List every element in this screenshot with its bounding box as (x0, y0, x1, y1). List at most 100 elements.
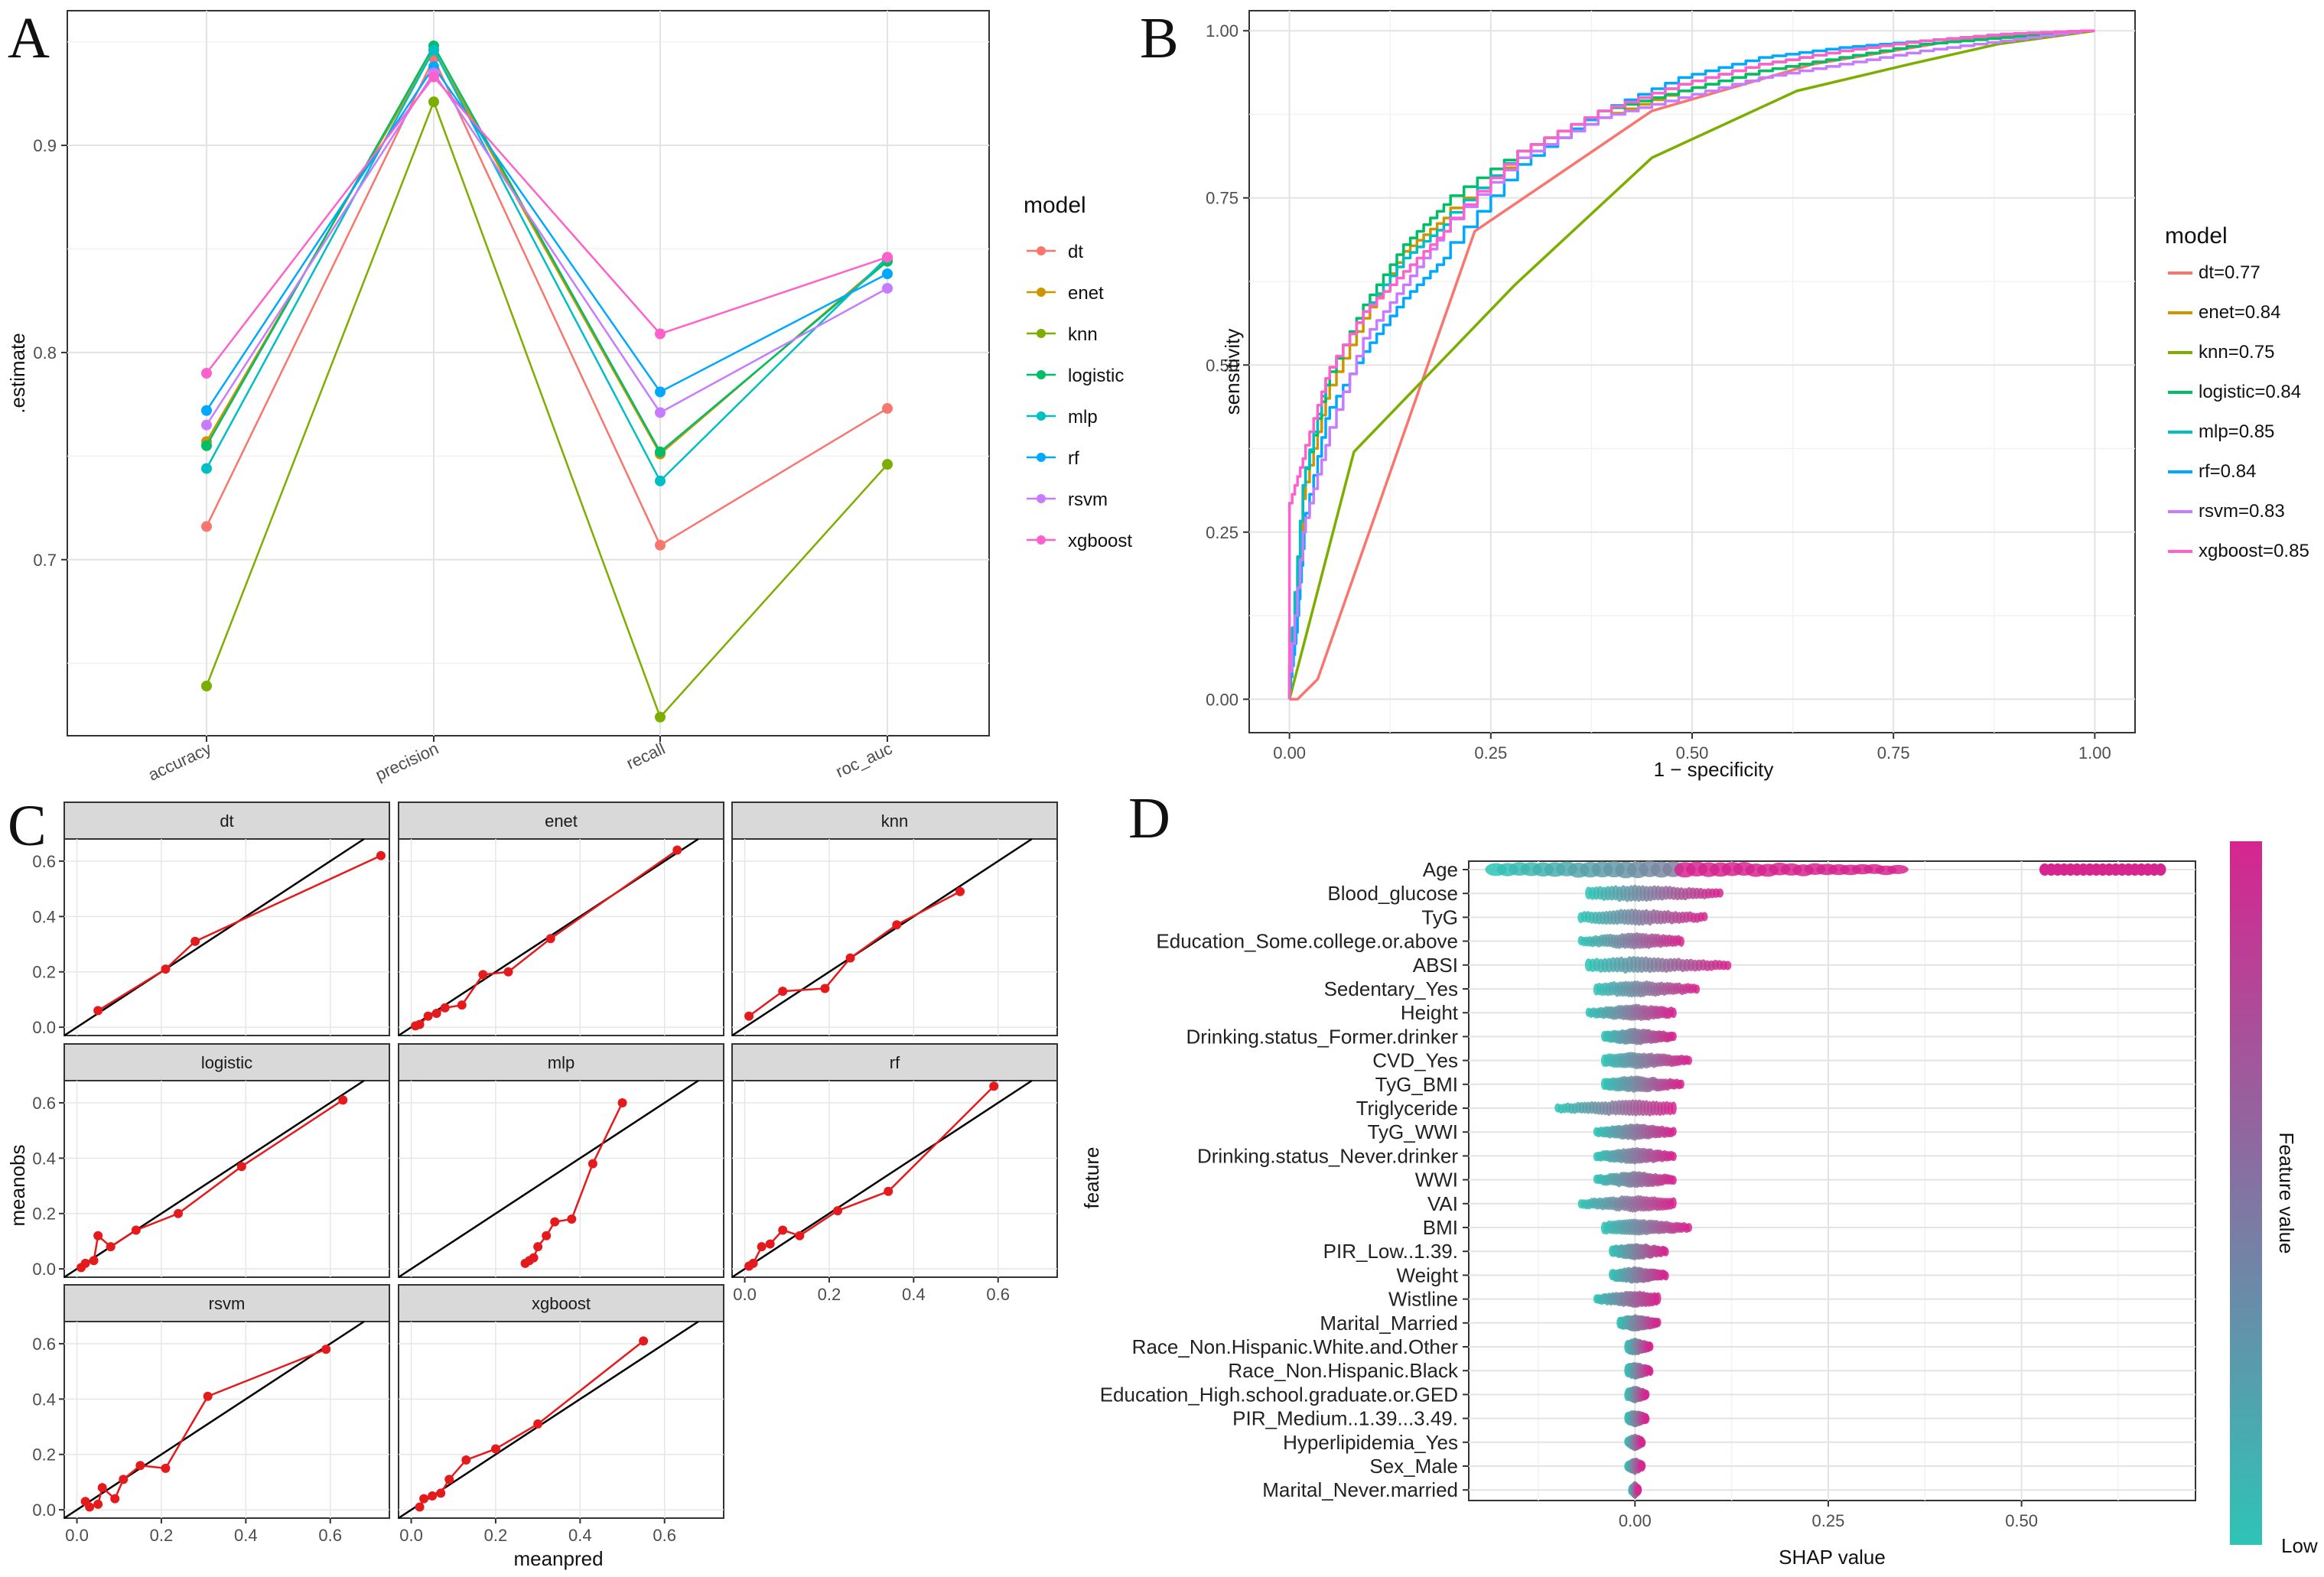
facet-strip-rsvm (63, 1284, 390, 1322)
facet-frame-enet (398, 838, 724, 1036)
calibration-point-rf (748, 1258, 758, 1268)
calibration-point-enet (672, 845, 682, 855)
shap-point (1639, 1461, 1646, 1471)
legend-label-logistic=0.84: logistic=0.84 (2199, 382, 2301, 402)
beeswarm-Education_High.school.graduate.or.GED (1624, 1385, 1650, 1403)
calibration-point-knn (955, 886, 965, 896)
facet-strip-logistic (63, 1043, 390, 1081)
feature-label-TyG_BMI: TyG_BMI (1375, 1073, 1458, 1096)
legend-label-enet=0.84: enet=0.84 (2199, 302, 2280, 323)
beeswarm-TyG_BMI (1600, 1075, 1684, 1093)
panel-c-xlabel: meanpred (513, 1547, 603, 1570)
panel-a-ylabel: .estimate (6, 333, 29, 414)
legend-label-xgboost=0.85: xgboost=0.85 (2199, 541, 2309, 561)
shap-point (1686, 1223, 1693, 1233)
calibration-point-enet (457, 1000, 467, 1010)
calibration-line-enet (415, 849, 679, 1027)
feature-label-PIR_Medium..1.39...3.49.: PIR_Medium..1.39...3.49. (1232, 1407, 1458, 1430)
beeswarm-WWI (1593, 1171, 1677, 1188)
feature-label-Triglyceride: Triglyceride (1356, 1097, 1458, 1120)
calibration-point-mlp (567, 1214, 577, 1224)
feature-label-Marital_Married: Marital_Married (1320, 1312, 1458, 1335)
facet-xgboost: xgboost 0.0 0.2 0.4 0.6 (398, 1284, 724, 1545)
calibration-point-logistic (80, 1258, 90, 1268)
shap-point (1647, 1367, 1654, 1377)
x-tick-label: 0.50 (1676, 743, 1709, 762)
facet-title-logistic: logistic (201, 1053, 252, 1072)
x-tick-label: 0.00 (1273, 743, 1306, 762)
shap-point (1655, 1292, 1662, 1305)
shap-point (1886, 864, 1909, 874)
calibration-point-knn (892, 920, 902, 930)
facet-title-mlp: mlp (548, 1053, 574, 1072)
facet-frame-logistic (63, 1080, 390, 1278)
shap-point (1686, 1055, 1693, 1065)
point-mlp-accuracy (201, 463, 212, 474)
x-tick-label: 0.6 (318, 1526, 342, 1545)
feature-label-Drinking.status_Former.drinker: Drinking.status_Former.drinker (1186, 1025, 1459, 1048)
x-tick-label: 0.2 (818, 1285, 841, 1304)
facet-frame-knn (731, 838, 1058, 1036)
calibration-point-xgboost (444, 1475, 454, 1484)
calibration-point-enet (545, 934, 555, 944)
x-tick-label: 0.00 (1619, 1511, 1652, 1530)
panel-b-xlabel: 1 − specificity (1654, 758, 1774, 781)
calibration-point-xgboost (639, 1336, 649, 1346)
legend-key-dot-dt (1037, 246, 1046, 255)
calibration-point-enet (503, 967, 513, 977)
facet-frame-xgboost (398, 1321, 724, 1519)
feature-label-BMI: BMI (1423, 1216, 1458, 1239)
reference-line-xgboost (398, 1320, 699, 1520)
facet-title-knn: knn (881, 811, 908, 831)
panel-a-legend: model dt enet knn logistic mlp rf rsvm xgboost (1024, 193, 1132, 551)
point-knn-accuracy (201, 680, 212, 691)
calibration-point-rsvm (135, 1461, 145, 1471)
beeswarm-TyG_WWI (1593, 1123, 1677, 1141)
point-logistic-recall (655, 446, 666, 457)
x-tick-label: 0.4 (902, 1285, 926, 1304)
feature-label-Marital_Never.married: Marital_Never.married (1262, 1478, 1458, 1501)
shap-point (1716, 888, 1724, 898)
feature-label-Height: Height (1401, 1001, 1459, 1024)
point-rsvm-roc_auc (882, 282, 893, 294)
feature-label-Age: Age (1423, 858, 1458, 881)
legend-key-dot-rf (1037, 453, 1046, 462)
shap-point (1662, 1271, 1669, 1281)
y-tick-label: 0.75 (1206, 189, 1238, 208)
shap-point (1670, 1101, 1677, 1115)
beeswarm-Drinking.status_Former.drinker (1600, 1027, 1677, 1045)
shap-point (1701, 912, 1708, 922)
panel-d-frame (1468, 860, 2196, 1501)
beeswarm-TyG (1577, 909, 1708, 926)
legend-key-dot-mlp (1037, 411, 1046, 421)
feature-label-Sedentary_Yes: Sedentary_Yes (1324, 977, 1458, 1000)
beeswarm-PIR_Low..1.39. (1608, 1243, 1669, 1260)
legend-label-enet: enet (1068, 283, 1104, 304)
calibration-point-rsvm (321, 1345, 331, 1354)
point-rf-accuracy (201, 405, 212, 416)
calibration-point-logistic (174, 1208, 184, 1218)
point-dt-roc_auc (882, 403, 893, 415)
calibration-point-rf (795, 1231, 805, 1240)
y-tick-label: 0.0 (32, 1018, 56, 1037)
facet-title-xgboost: xgboost (532, 1294, 591, 1313)
x-tick-label: 0.0 (733, 1285, 757, 1304)
feature-label-WWI: WWI (1415, 1169, 1458, 1192)
feature-label-VAI: VAI (1427, 1192, 1458, 1215)
reference-line-rf (731, 1079, 1033, 1279)
panel-d-ylabel: feature (1080, 1147, 1103, 1209)
feature-label-Race_Non.Hispanic.Black: Race_Non.Hispanic.Black (1228, 1359, 1459, 1382)
series-line-knn (205, 99, 888, 720)
facet-strip-mlp (398, 1043, 724, 1081)
point-rf-roc_auc (882, 268, 893, 279)
shap-point (1670, 1127, 1677, 1136)
facet-frame-rf (731, 1080, 1058, 1278)
panel-d-axes: 0.00 0.25 0.50AgeBlood_glucoseTyGEducation… (1100, 858, 2038, 1530)
facet-frame-mlp (398, 1080, 724, 1278)
shap-point (1647, 1341, 1654, 1351)
calibration-point-rf (832, 1206, 842, 1216)
x-tick-label: 0.2 (150, 1526, 174, 1545)
point-knn-precision (428, 96, 439, 108)
